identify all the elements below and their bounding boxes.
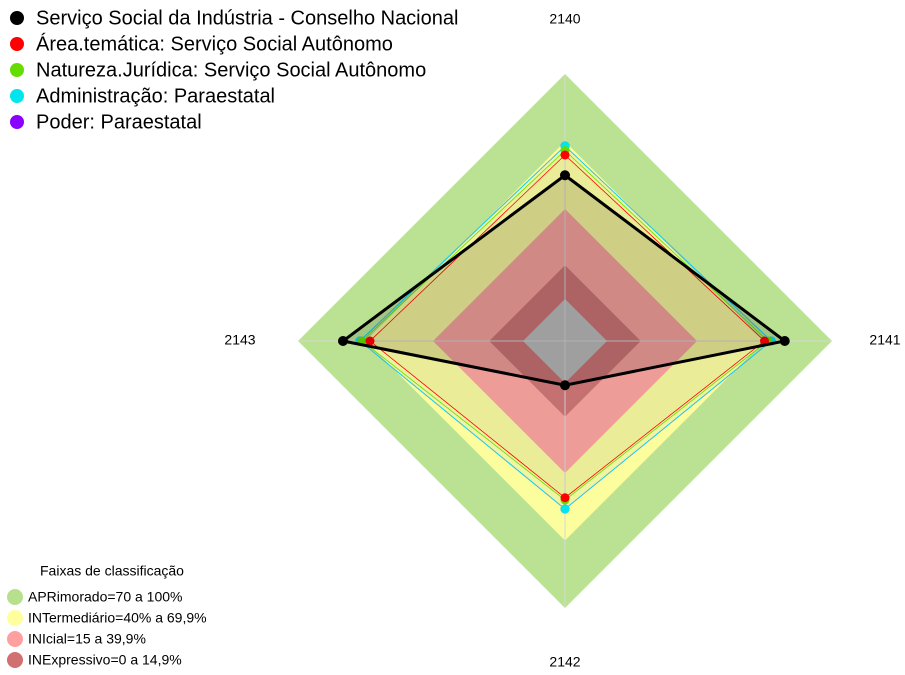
band-swatch <box>7 589 23 605</box>
bands-title: Faixas de classificação <box>40 563 184 579</box>
band-label: INTermediário=40% a 69,9% <box>28 610 207 626</box>
legend-swatch <box>10 11 24 25</box>
band-label: APRimorado=70 a 100% <box>28 589 183 605</box>
axis-label: 2143 <box>224 332 255 348</box>
point <box>779 336 790 346</box>
point <box>560 170 570 181</box>
legend-label: Serviço Social da Indústria - Conselho N… <box>36 7 458 29</box>
band-swatch <box>7 610 23 626</box>
legend-label: Área.temática: Serviço Social Autônomo <box>36 32 393 55</box>
point <box>560 380 570 391</box>
point <box>365 336 375 346</box>
band-label: INIcial=15 a 39,9% <box>28 631 146 647</box>
axis-label: 2142 <box>549 654 580 670</box>
point <box>560 150 570 160</box>
legend-label: Natureza.Jurídica: Serviço Social Autôno… <box>36 59 426 81</box>
band-label: INExpressivo=0 a 14,9% <box>28 652 182 668</box>
legend-label: Poder: Paraestatal <box>36 111 202 133</box>
point <box>560 493 570 503</box>
point <box>560 504 570 514</box>
legend-label: Administração: Paraestatal <box>36 85 275 107</box>
axis-label: 2141 <box>869 332 900 348</box>
band-swatch <box>7 631 23 647</box>
axis-label: 2140 <box>549 11 580 27</box>
band-swatch <box>7 652 23 668</box>
legend-swatch <box>10 115 24 129</box>
legend-swatch <box>10 63 24 77</box>
legend-swatch <box>10 37 24 51</box>
legend-swatch <box>10 89 24 103</box>
point <box>338 336 348 346</box>
